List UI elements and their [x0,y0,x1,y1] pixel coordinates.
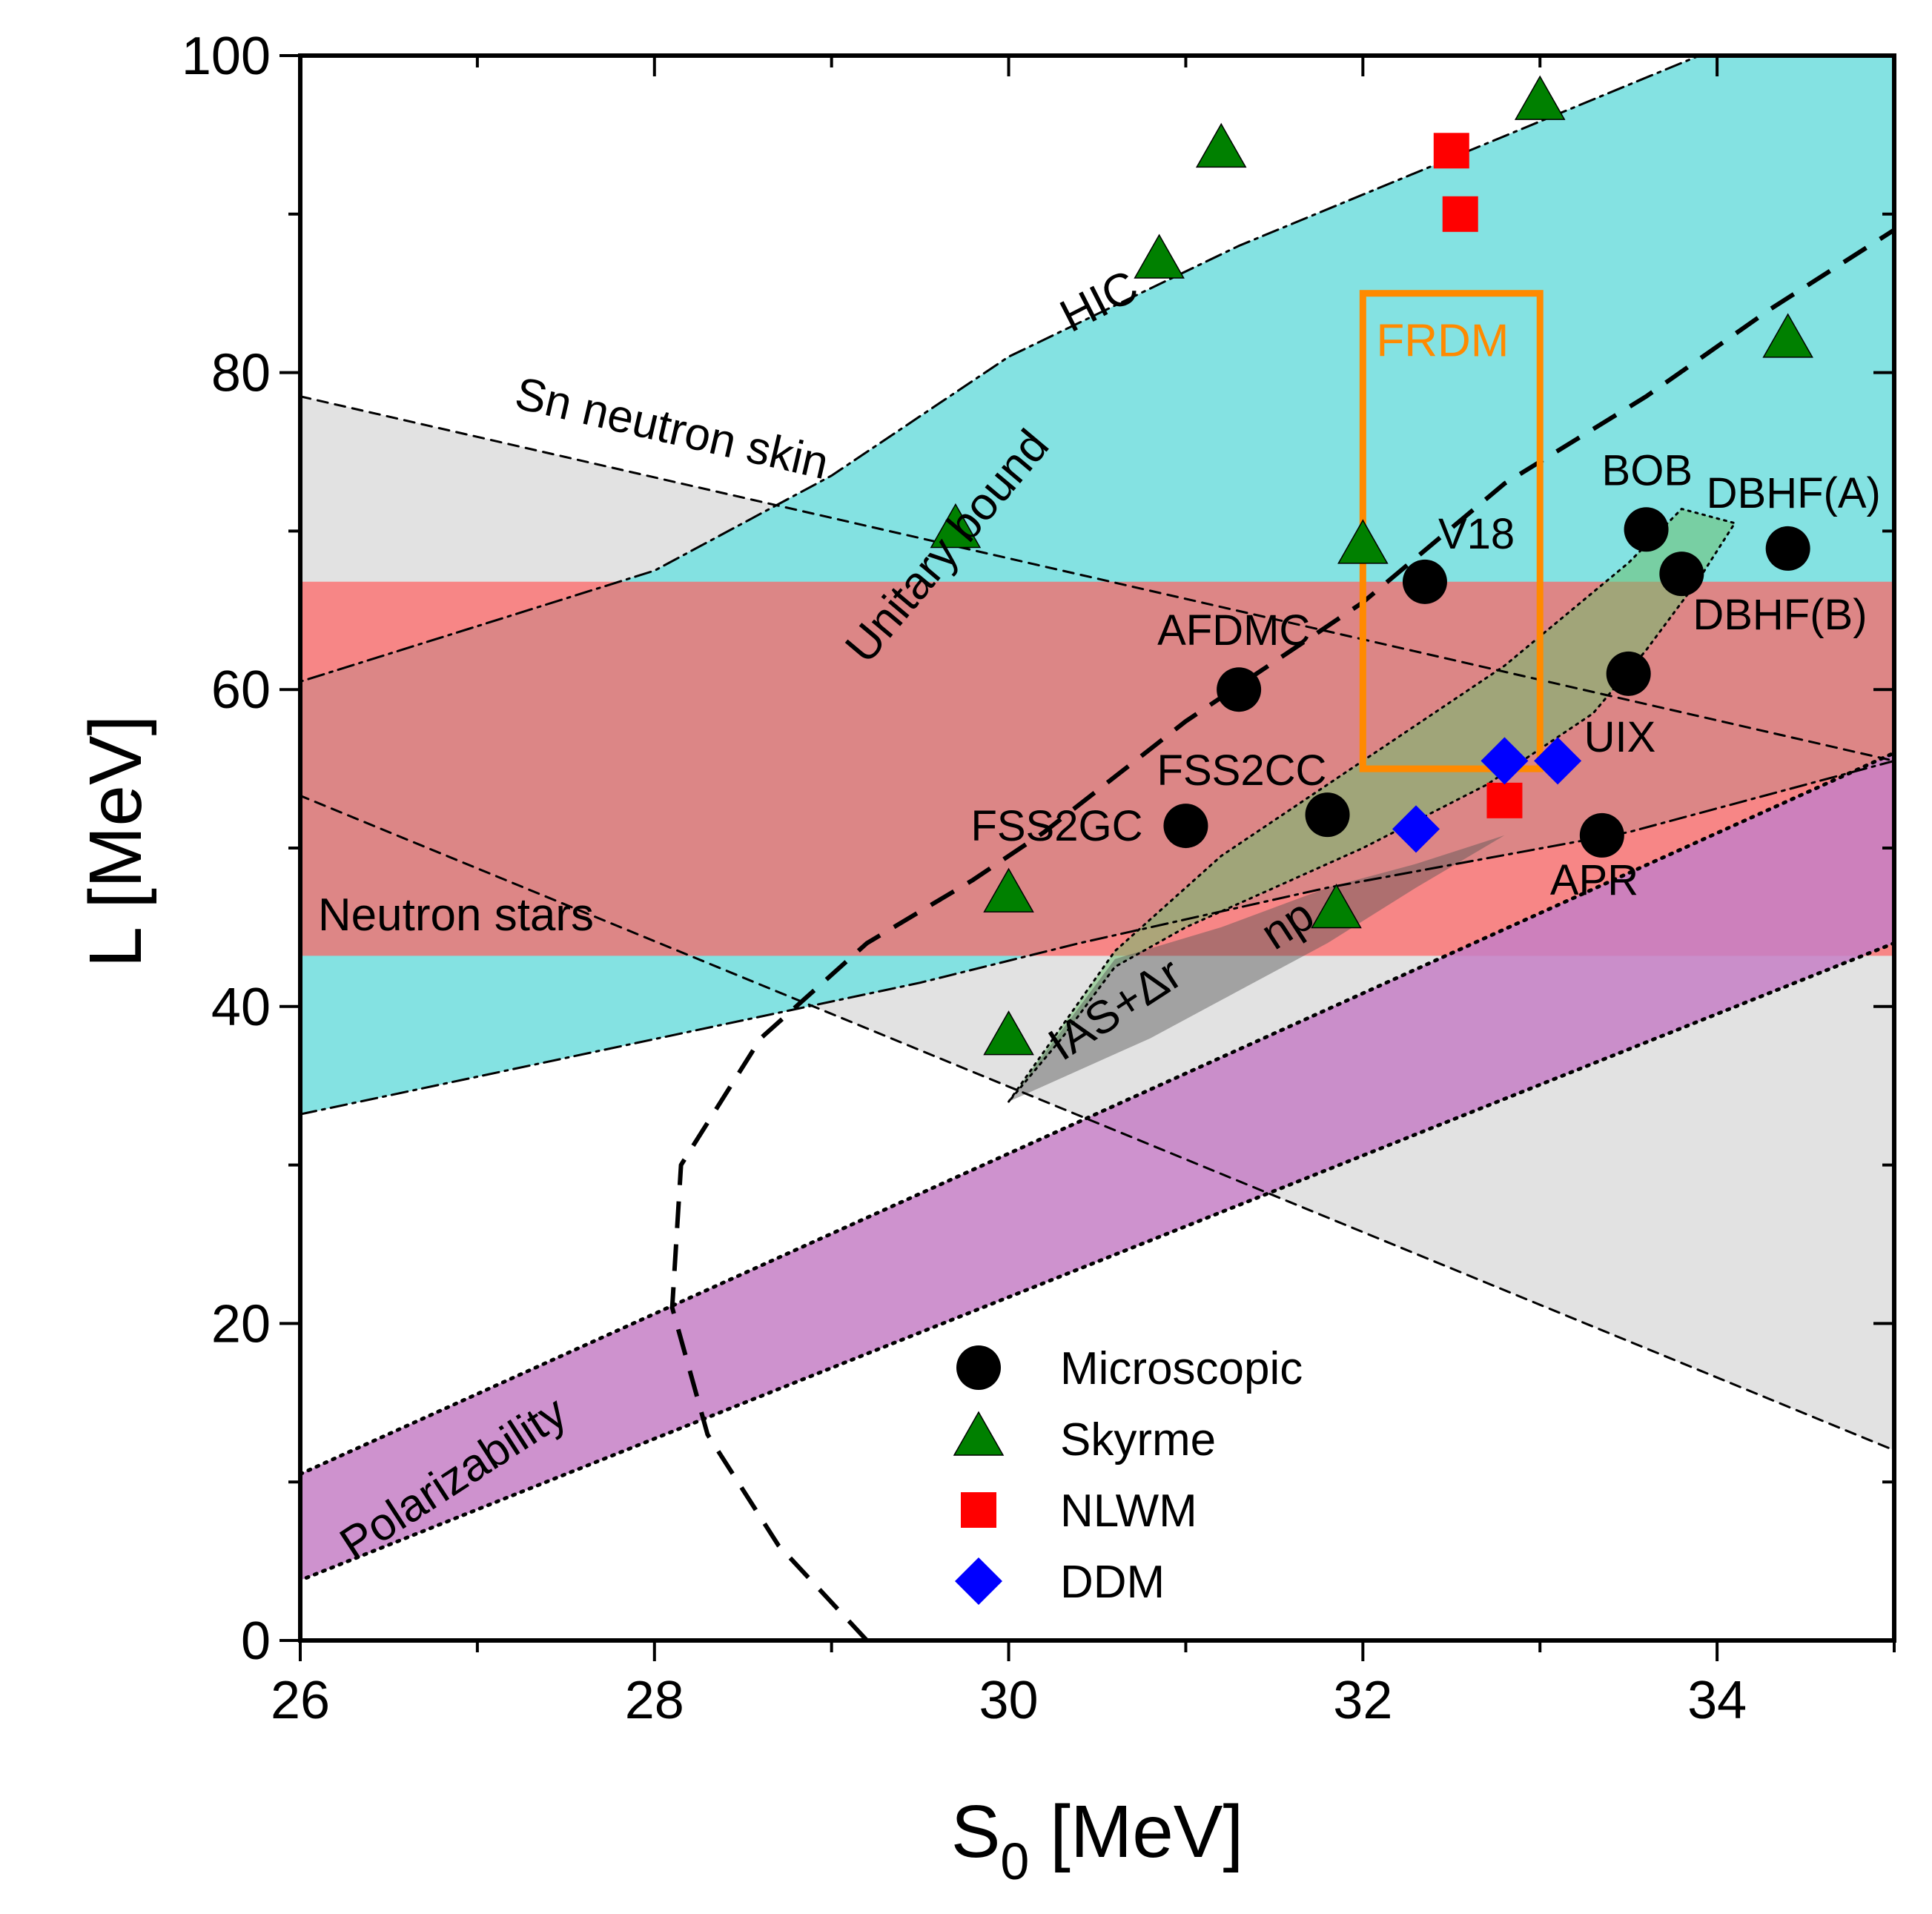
microscopic-point [1765,526,1810,571]
microscopic-point [1163,804,1208,849]
legend-marker-nlwm [961,1492,996,1528]
y-axis-title: L [MeV] [74,715,157,968]
microscopic-point [1659,552,1704,597]
skyrme-point [1195,122,1247,168]
region-border-hic [300,56,1894,1116]
x-tick-label: 28 [625,1671,684,1730]
microscopic-point [1606,651,1651,696]
annotation-neutron-stars: Neutron stars [318,890,594,941]
y-tick-label: 100 [182,27,271,86]
microscopic-point [1217,667,1262,712]
region-ias-core [1008,835,1505,1102]
legend-label-microscopic: Microscopic [1060,1343,1303,1394]
legend-label-nlwm: NLWM [1060,1486,1197,1537]
region-border-ias-r-np [1008,507,1737,1103]
legend-marker-ddm [955,1557,1002,1605]
nlwm-point [1486,782,1523,818]
y-tick-label: 80 [211,344,271,403]
x-tick-label: 32 [1333,1671,1392,1730]
skyrme-point [1762,313,1813,358]
point-label-fss2cc: FSS2CC [1157,746,1327,795]
nlwm-point [1433,133,1469,169]
skyrme-point [983,867,1034,913]
point-label-bob: BOB [1602,446,1693,494]
frdm-label: FRDM [1376,316,1509,367]
point-label-apr: APR [1550,856,1638,904]
point-label-afdmc: AFDMC [1157,606,1310,655]
point-label-v18: V18 [1438,510,1515,558]
legend-label-ddm: DDM [1060,1557,1165,1608]
y-tick-label: 60 [211,660,271,720]
microscopic-point [1624,507,1669,552]
ddm-point [1392,805,1440,853]
microscopic-point [1402,559,1447,604]
region-polarizability [300,752,1894,1580]
point-label-uix: UIX [1584,713,1656,761]
skyrme-point [1514,75,1566,120]
point-label-fss2gc: FSS2GC [970,802,1142,850]
skyrme-point [1134,234,1185,279]
legend-marker-microscopic [956,1345,1001,1390]
x-tick-label: 26 [271,1671,330,1730]
point-label-dbhf-a-: DBHF(A) [1707,469,1881,517]
region-ias-r-np [1008,509,1735,1102]
skyrme-point [983,1010,1034,1056]
x-axis-title: S0 [MeV] [951,1790,1244,1890]
y-tick-label: 0 [241,1612,271,1671]
ddm-point [1481,737,1529,785]
x-tick-label: 30 [979,1671,1039,1730]
nlwm-point [1442,196,1478,232]
point-label-dbhf-b-: DBHF(B) [1693,591,1867,639]
microscopic-point [1579,812,1624,858]
skyrme-point [930,503,982,549]
legend-marker-skyrme [953,1411,1005,1456]
y-tick-label: 40 [211,978,271,1037]
x-tick-label: 34 [1687,1671,1747,1730]
ddm-point [1534,737,1582,785]
legend-label-skyrme: Skyrme [1060,1414,1216,1466]
region-border-polarizability [300,750,1894,1583]
skyrme-point [1337,519,1389,564]
unitary-bound-curve [669,228,1894,1640]
y-tick-label: 20 [211,1294,271,1354]
skyrme-point [1311,884,1362,929]
microscopic-point [1305,792,1350,838]
